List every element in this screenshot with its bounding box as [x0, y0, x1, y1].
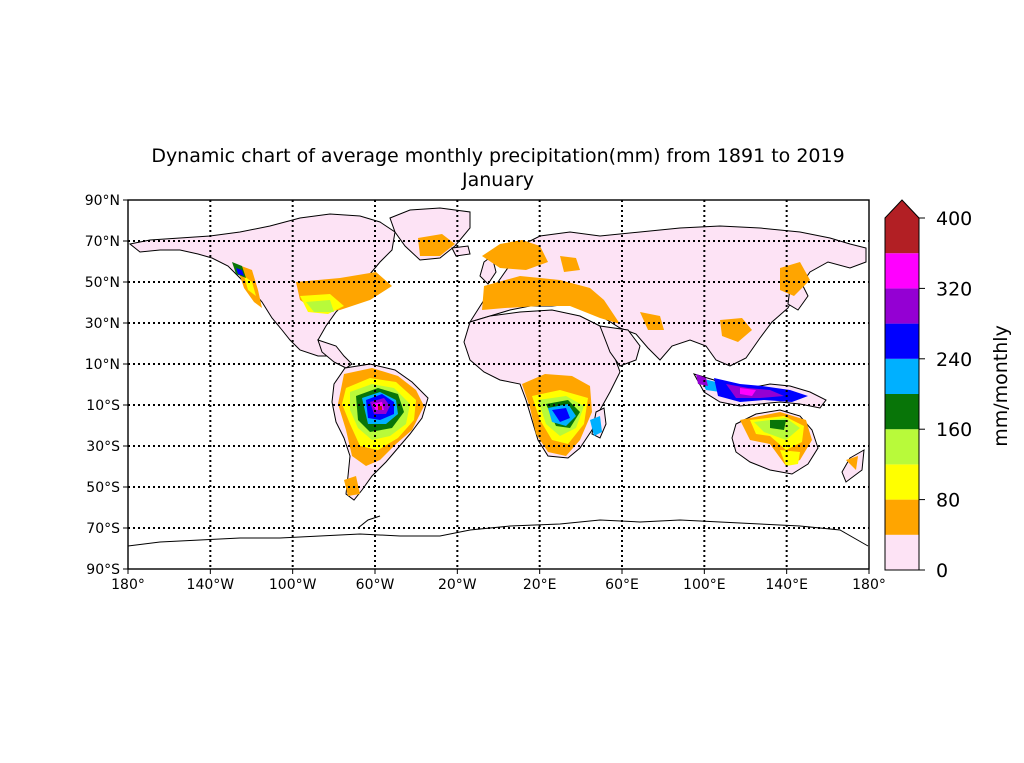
lat-tick-label: 90°S: [86, 562, 120, 578]
lon-tick-label: 180°: [852, 577, 886, 593]
colorbar-tick-label: 240: [936, 349, 972, 371]
graticule: [128, 200, 869, 569]
colorbar-tick-label: 160: [936, 419, 972, 441]
lon-tick-label: 60°W: [356, 577, 395, 593]
colorbar-bin: [885, 534, 919, 570]
colorbar-bin: [885, 394, 919, 430]
land-iceland: [451, 245, 471, 257]
colorbar-tick-label: 80: [936, 490, 960, 512]
lon-tick-label: 20°W: [438, 577, 477, 593]
antarctic-peninsula: [357, 515, 381, 529]
colorbar-bin: [885, 358, 919, 394]
lat-tick-label: 50°S: [86, 480, 120, 496]
colorbar-tick-label: 400: [936, 208, 972, 230]
map-subtitle-month: January: [461, 169, 534, 191]
land-north-america: [128, 213, 396, 357]
colorbar-bin: [885, 218, 919, 254]
lon-tick-label: 140°E: [765, 577, 808, 593]
colorbar: [884, 199, 920, 571]
land-central-america: [317, 339, 353, 369]
lon-tick-label: 100°E: [683, 577, 726, 593]
land-arabia: [599, 325, 641, 367]
colorbar-bin: [885, 499, 919, 535]
latitude-ticks: 90°N 70°N 50°N 30°N 10°N 10°S 30°S 50°S 70°S 90°S: [85, 193, 128, 578]
antarctica-coastline: [127, 519, 869, 547]
longitude-ticks: 180° 140°W 100°W 60°W 20°W 20°E 60°E 100°E 140°E…: [111, 569, 886, 593]
colorbar-bin: [885, 429, 919, 465]
colorbar-bin: [885, 464, 919, 500]
lat-tick-label: 90°N: [85, 193, 120, 209]
lon-tick-label: 60°E: [605, 577, 639, 593]
colorbar-tick-label: 0: [936, 560, 948, 582]
colorbar-bin: [885, 253, 919, 289]
lon-tick-label: 100°W: [269, 577, 317, 593]
lat-tick-label: 50°N: [85, 275, 120, 291]
map-title: Dynamic chart of average monthly precipi…: [151, 145, 844, 167]
lon-tick-label: 180°: [111, 577, 145, 593]
lat-tick-label: 10°S: [86, 398, 120, 414]
map-frame: [127, 199, 870, 570]
colorbar-label: mm/monthly: [990, 325, 1012, 447]
lat-tick-label: 70°N: [85, 234, 120, 250]
lon-tick-label: 140°W: [187, 577, 235, 593]
lat-tick-label: 70°S: [86, 521, 120, 537]
colorbar-outline: [884, 199, 920, 571]
colorbar-tick-label: 320: [936, 278, 972, 300]
map-panel: [127, 199, 870, 570]
colorbar-ticks: 0 80 160 240 320 400: [919, 208, 972, 582]
precip-darkred: [378, 406, 382, 410]
lon-tick-label: 20°E: [523, 577, 557, 593]
lat-tick-label: 30°S: [86, 439, 120, 455]
colorbar-extend-arrow: [885, 200, 919, 218]
lat-tick-label: 30°N: [85, 316, 120, 332]
colorbar-bin: [885, 323, 919, 359]
lat-tick-label: 10°N: [85, 357, 120, 373]
colorbar-bin: [885, 288, 919, 324]
